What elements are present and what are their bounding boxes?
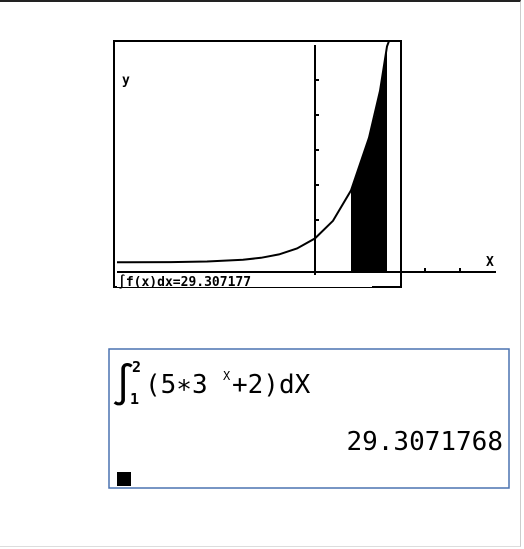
y-label: y xyxy=(122,73,130,88)
upper-limit: 2 xyxy=(132,358,141,376)
x-label: X xyxy=(486,255,494,270)
cursor xyxy=(117,472,131,486)
screenshot: y X ∫f(x)dx=29.307177 ∫ 2 1 (5∗3 X +2)dX… xyxy=(0,0,524,549)
integral-result: 29.3071768 xyxy=(346,427,503,457)
graph-result: ∫f(x)dx=29.307177 xyxy=(118,274,251,290)
expression-base: (5∗3 xyxy=(145,370,208,400)
expression-rest: +2)dX xyxy=(232,370,311,400)
exponent: X xyxy=(223,369,231,383)
lower-limit: 1 xyxy=(130,390,139,408)
